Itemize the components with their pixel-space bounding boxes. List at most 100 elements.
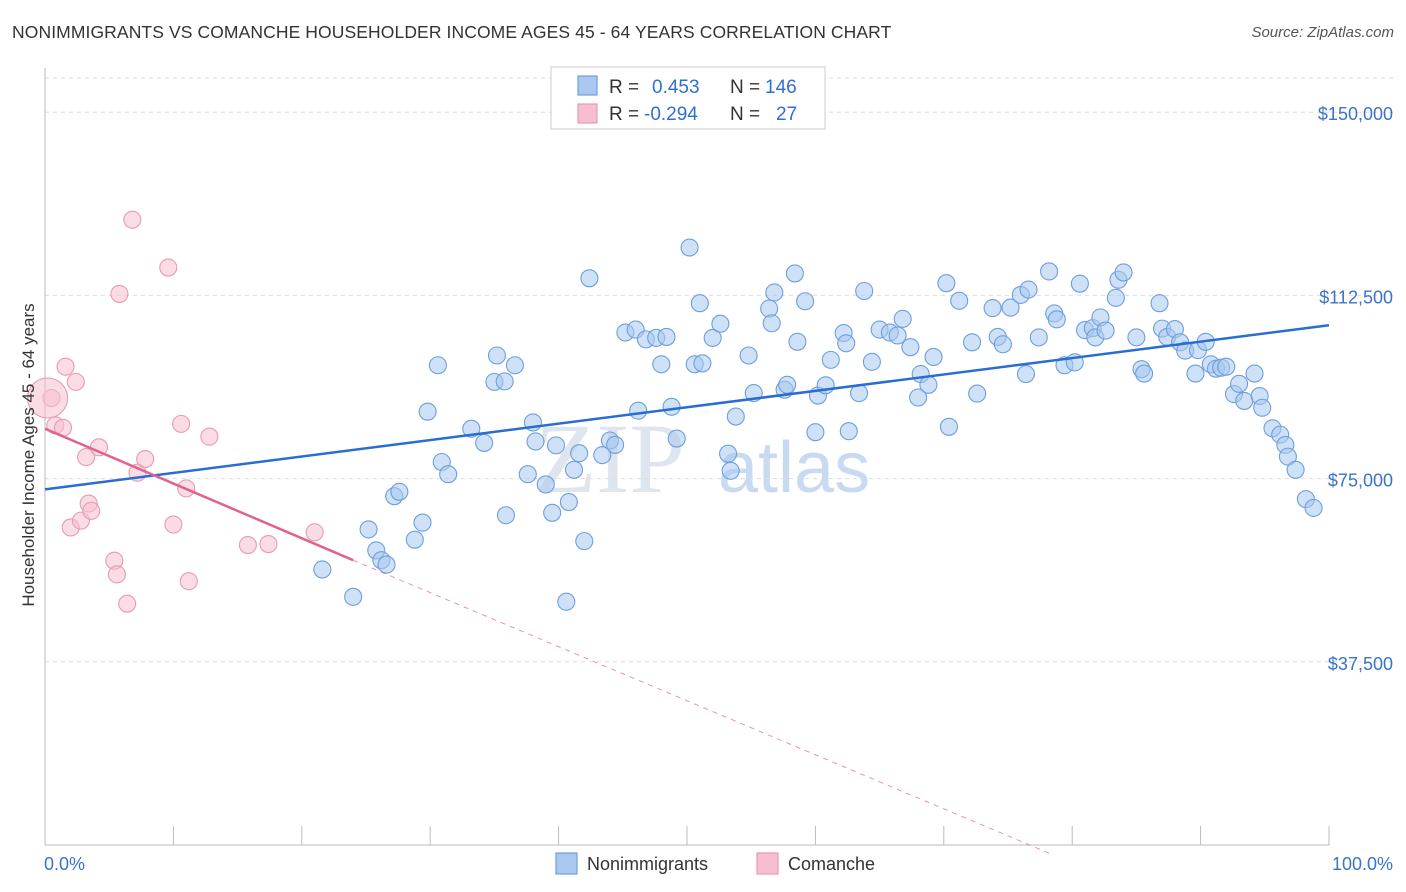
legend-n-value-blue: 146 <box>765 77 797 98</box>
comanche-point <box>172 414 191 433</box>
watermark-atlas: atlas <box>718 428 870 508</box>
legend-swatch-blue <box>577 75 598 96</box>
comanche-point <box>259 535 278 554</box>
nonimmigrants-point <box>1047 310 1066 329</box>
nonimmigrants-point <box>778 375 797 394</box>
nonimmigrants-point <box>526 432 545 451</box>
legend-r-label-pink: R = <box>609 104 639 125</box>
bottom-legend-swatch-nonimmigrants <box>555 852 578 875</box>
nonimmigrants-point <box>344 587 363 606</box>
trend-lines <box>44 323 1330 856</box>
nonimmigrants-points <box>313 238 1323 611</box>
nonimmigrants-point <box>1286 460 1305 479</box>
nonimmigrants-point <box>893 309 912 328</box>
chart-title: NONIMMIGRANTS VS COMANCHE HOUSEHOLDER IN… <box>12 22 892 42</box>
comanche-point <box>159 258 178 277</box>
nonimmigrants-point <box>313 560 332 579</box>
comanche-point <box>66 372 85 391</box>
nonimmigrants-point <box>657 327 676 346</box>
nonimmigrants-point <box>359 520 378 539</box>
nonimmigrants-point <box>909 388 928 407</box>
nonimmigrants-point <box>690 294 709 313</box>
x-tick-label-min: 0.0% <box>44 854 85 874</box>
nonimmigrants-point <box>652 355 671 374</box>
comanche-point <box>164 515 183 534</box>
source-credit: Source: ZipAtlas.com <box>1251 24 1394 41</box>
nonimmigrants-point <box>606 435 625 454</box>
nonimmigrants-point <box>439 465 458 484</box>
nonimmigrants-point <box>765 283 784 302</box>
comanche-point <box>136 450 155 469</box>
nonimmigrants-point <box>1253 398 1272 417</box>
comanche-trend-line <box>44 427 354 562</box>
comanche-point <box>82 501 101 520</box>
nonimmigrants-point <box>1150 294 1169 313</box>
y-tick-label: $75,000 <box>1328 471 1393 491</box>
nonimmigrants-point <box>762 314 781 333</box>
nonimmigrants-point <box>760 299 779 318</box>
nonimmigrants-point <box>1016 365 1036 384</box>
nonimmigrants-trend-line <box>44 323 1330 491</box>
nonimmigrants-point <box>855 281 874 301</box>
nonimmigrants-point <box>806 423 825 442</box>
axes: $37,500 $75,000 $112,500 $150,000 <box>44 68 1393 846</box>
nonimmigrants-point <box>462 419 481 438</box>
comanche-point <box>77 448 96 467</box>
nonimmigrants-point <box>405 530 424 549</box>
nonimmigrants-point <box>377 555 396 574</box>
nonimmigrants-point <box>719 444 738 463</box>
nonimmigrants-point <box>785 264 804 283</box>
nonimmigrants-point <box>1135 364 1154 383</box>
nonimmigrants-point <box>496 506 516 525</box>
comanche-point <box>118 594 137 613</box>
nonimmigrants-point <box>662 397 681 416</box>
nonimmigrants-point <box>1001 298 1020 317</box>
nonimmigrants-point <box>726 407 745 426</box>
y-tick-label: $37,500 <box>1328 654 1393 674</box>
nonimmigrants-point <box>546 436 566 455</box>
nonimmigrants-point <box>950 291 969 310</box>
nonimmigrants-point <box>1304 498 1323 517</box>
nonimmigrants-point <box>487 346 507 365</box>
bottom-legend-label-nonimmigrants: Nonimmigrants <box>587 854 708 874</box>
nonimmigrants-point <box>703 328 722 347</box>
nonimmigrants-point <box>559 492 578 512</box>
nonimmigrants-point <box>418 402 437 421</box>
legend-r-label-blue: R = <box>609 77 639 98</box>
nonimmigrants-point <box>1245 364 1264 383</box>
nonimmigrants-point <box>821 350 840 369</box>
nonimmigrants-point <box>939 417 958 436</box>
nonimmigrants-point <box>557 592 576 611</box>
nonimmigrants-point <box>1230 374 1249 393</box>
bottom-legend-label-comanche: Comanche <box>788 854 875 874</box>
comanche-points <box>27 210 324 613</box>
nonimmigrants-point <box>862 352 881 371</box>
nonimmigrants-point <box>788 332 807 351</box>
nonimmigrants-point <box>1029 328 1048 347</box>
comanche-trend-extension <box>352 559 1054 856</box>
comanche-point <box>200 427 219 446</box>
nonimmigrants-point <box>667 429 686 448</box>
nonimmigrants-point <box>837 334 856 353</box>
nonimmigrants-point <box>680 238 699 257</box>
nonimmigrants-point <box>390 482 409 501</box>
nonimmigrants-point <box>968 384 987 403</box>
nonimmigrants-point <box>888 326 907 345</box>
nonimmigrants-point <box>1070 274 1089 293</box>
nonimmigrants-point <box>413 513 432 532</box>
nonimmigrants-point <box>901 338 920 357</box>
nonimmigrants-point <box>564 460 584 479</box>
nonimmigrants-point <box>1040 262 1059 281</box>
x-tick-label-max: 100.0% <box>1332 854 1393 874</box>
comanche-point <box>56 357 75 376</box>
bottom-legend-swatch-comanche <box>756 852 779 875</box>
nonimmigrants-point <box>1217 357 1236 376</box>
nonimmigrants-point <box>1235 391 1254 410</box>
legend-n-label-pink: N = <box>730 104 760 125</box>
y-tick-label: $150,000 <box>1318 104 1393 124</box>
nonimmigrants-point <box>796 292 815 311</box>
nonimmigrants-point <box>924 347 943 367</box>
nonimmigrants-point <box>937 274 956 293</box>
nonimmigrants-point <box>543 503 562 522</box>
